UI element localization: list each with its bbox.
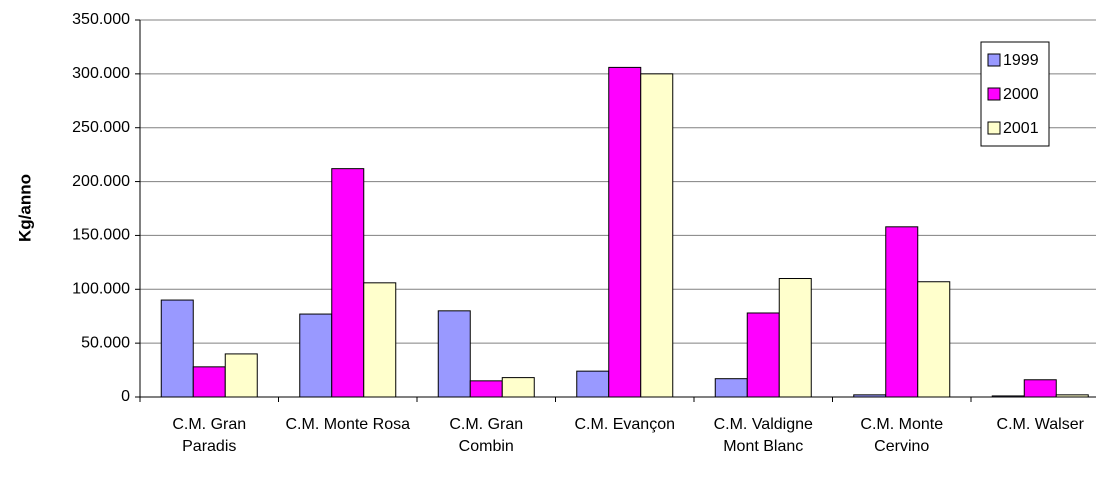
y-tick-label: 100.000	[72, 281, 130, 298]
x-tick-label: C.M. Evançon	[574, 416, 675, 433]
bar	[991, 395, 1025, 398]
bar	[469, 380, 503, 398]
y-tick-label: 350.000	[72, 11, 130, 28]
legend-swatch	[987, 87, 1001, 101]
bar	[192, 366, 226, 398]
y-tick-label: 0	[121, 388, 130, 405]
bar	[576, 370, 610, 398]
bar	[917, 281, 951, 398]
legend-label: 2001	[1003, 120, 1039, 137]
bar	[1055, 394, 1089, 398]
bar	[331, 168, 365, 398]
bar	[501, 377, 535, 398]
x-tick-label: C.M. Walser	[996, 416, 1084, 433]
x-tick-label: C.M. Monte Cervino	[860, 416, 944, 455]
bar	[608, 66, 642, 398]
legend-label: 1999	[1003, 52, 1039, 69]
bar	[1023, 379, 1057, 398]
legend-label: 2000	[1003, 86, 1039, 103]
bar	[885, 226, 919, 398]
y-tick-label: 150.000	[72, 227, 130, 244]
bar	[299, 313, 333, 398]
x-tick-label: C.M. Monte Rosa	[285, 416, 410, 433]
y-tick-label: 200.000	[72, 173, 130, 190]
bar	[714, 378, 748, 398]
legend-swatch	[987, 121, 1001, 135]
x-tick-label: C.M. Gran Paradis	[172, 416, 247, 455]
bar	[363, 282, 397, 398]
x-tick-label: C.M. Valdigne Mont Blanc	[713, 416, 813, 455]
y-axis-label: Kg/anno	[15, 174, 34, 242]
y-tick-label: 250.000	[72, 119, 130, 136]
y-tick-label: 50.000	[81, 334, 130, 351]
legend-swatch	[987, 53, 1001, 67]
x-tick-label: C.M. Gran Combin	[449, 416, 524, 455]
bar	[160, 299, 194, 398]
bar	[746, 312, 780, 398]
bar	[778, 278, 812, 398]
y-tick-label: 300.000	[72, 65, 130, 82]
bar	[853, 394, 887, 398]
bar	[640, 73, 674, 398]
bar	[437, 310, 471, 398]
bar	[224, 353, 258, 398]
